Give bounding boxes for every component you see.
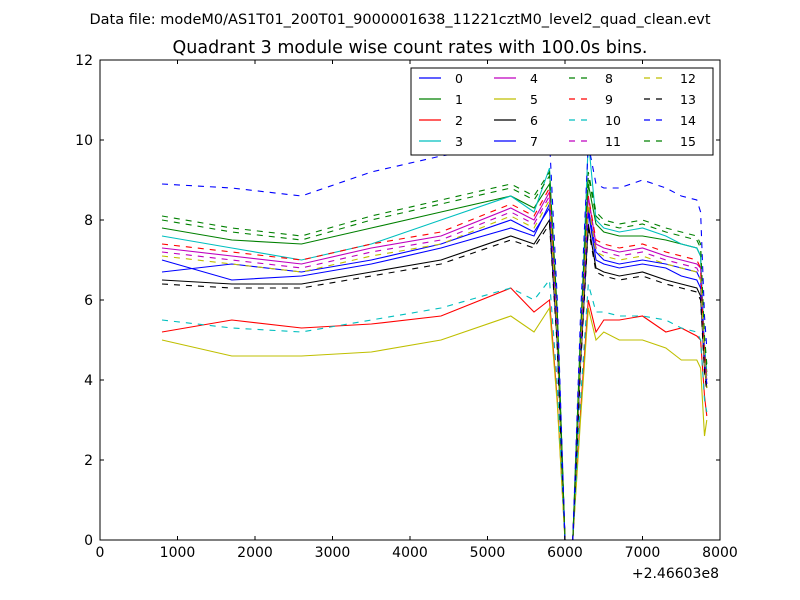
legend-label-6: 6 bbox=[530, 113, 538, 128]
series-line-11 bbox=[161, 194, 708, 541]
y-tick-label: 12 bbox=[75, 53, 93, 69]
legend-label-0: 0 bbox=[455, 71, 463, 86]
x-tick-label: 7000 bbox=[625, 545, 661, 561]
x-tick-label: 0 bbox=[96, 545, 105, 561]
series-line-5 bbox=[161, 306, 708, 541]
x-tick-label: 2000 bbox=[237, 545, 273, 561]
y-tick-label: 6 bbox=[84, 293, 93, 309]
legend-label-1: 1 bbox=[455, 92, 463, 107]
x-tick-label: 5000 bbox=[470, 545, 506, 561]
series-line-6 bbox=[161, 218, 708, 541]
legend-label-5: 5 bbox=[530, 92, 538, 107]
legend-label-8: 8 bbox=[605, 71, 613, 86]
legend-box bbox=[410, 67, 714, 156]
legend-label-3: 3 bbox=[455, 134, 463, 149]
chart-title: Quadrant 3 module wise count rates with … bbox=[173, 38, 648, 58]
x-tick-label: 3000 bbox=[315, 545, 351, 561]
y-tick-label: 4 bbox=[84, 373, 93, 389]
series-line-15 bbox=[161, 170, 708, 541]
series-line-10 bbox=[161, 278, 708, 541]
legend-label-9: 9 bbox=[605, 92, 613, 107]
legend-label-14: 14 bbox=[680, 113, 696, 128]
series-line-14 bbox=[161, 139, 708, 541]
series-line-2 bbox=[161, 287, 708, 541]
legend-label-11: 11 bbox=[605, 134, 621, 149]
x-tick-label: 8000 bbox=[702, 545, 738, 561]
series-line-4 bbox=[161, 190, 708, 541]
legend-label-12: 12 bbox=[680, 71, 696, 86]
series-line-0 bbox=[161, 201, 708, 541]
legend-label-7: 7 bbox=[530, 134, 538, 149]
legend-label-10: 10 bbox=[605, 113, 621, 128]
x-tick-label: 1000 bbox=[160, 545, 196, 561]
legend-label-13: 13 bbox=[680, 92, 696, 107]
axis-layer: 0 1000 2000 3000 4000 5000 6000 7000 80000246810… bbox=[75, 53, 738, 561]
legend-label-4: 4 bbox=[530, 71, 538, 86]
x-tick-label: 6000 bbox=[547, 545, 583, 561]
legend-label-15: 15 bbox=[680, 134, 696, 149]
legend-label-2: 2 bbox=[455, 113, 463, 128]
y-tick-label: 2 bbox=[84, 453, 93, 469]
x-offset-label: +2.46603e8 bbox=[632, 566, 719, 582]
y-tick-label: 10 bbox=[75, 133, 93, 149]
y-tick-label: 0 bbox=[84, 533, 93, 549]
series-line-13 bbox=[161, 222, 708, 541]
x-tick-label: 4000 bbox=[392, 545, 428, 561]
series-layer bbox=[161, 139, 708, 541]
y-tick-label: 8 bbox=[84, 213, 93, 229]
chart-suptitle: Data file: modeM0/AS1T01_200T01_90000016… bbox=[89, 12, 710, 28]
